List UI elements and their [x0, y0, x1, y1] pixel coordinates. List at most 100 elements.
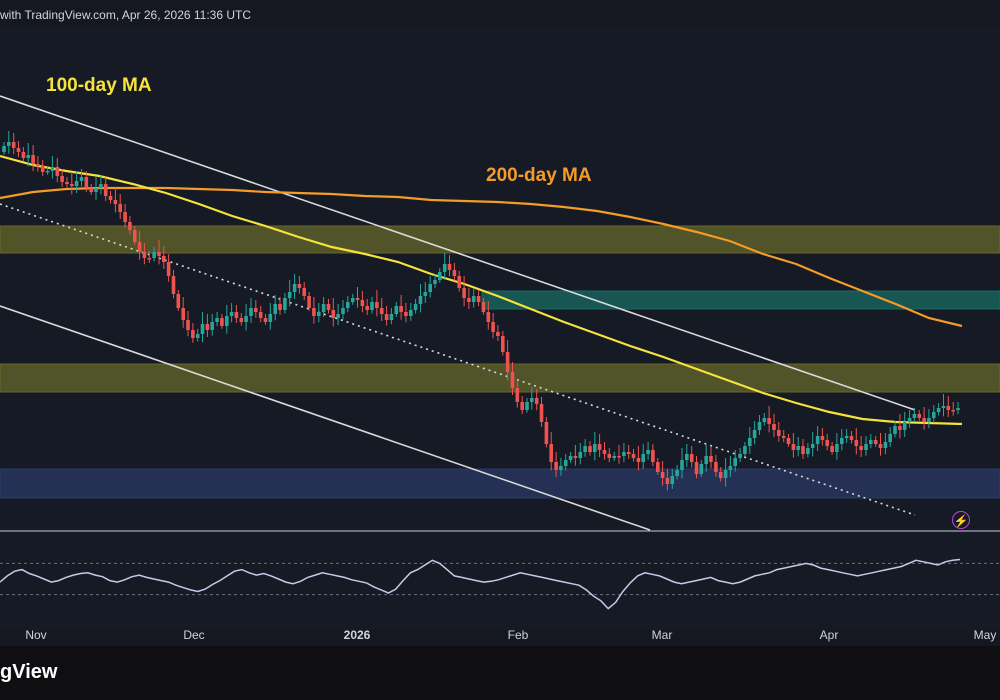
candle-body [133, 230, 137, 242]
candle-body [317, 312, 321, 316]
candle-body [438, 272, 442, 280]
candle-body [873, 440, 878, 444]
candle-body [162, 256, 166, 262]
candle-body [118, 204, 122, 212]
candle-body [370, 302, 374, 310]
candle-body [365, 306, 369, 310]
candle-body [292, 284, 297, 292]
candle-body [273, 304, 277, 314]
candle-body [883, 442, 888, 448]
candle-body [94, 188, 98, 192]
candle-body [113, 200, 118, 204]
candle-body [646, 450, 650, 454]
candle-body [801, 446, 805, 454]
candle-body [907, 418, 912, 422]
candle-body [491, 322, 495, 332]
candle-body [588, 446, 592, 452]
x-tick-label: Mar [651, 628, 673, 642]
candle-body [786, 438, 791, 444]
lightning-icon[interactable]: ⚡ [952, 511, 970, 529]
candle-body [341, 308, 345, 314]
candle-body [263, 318, 268, 322]
candle-body [312, 308, 316, 316]
candle-body [743, 446, 747, 454]
ma100-label: 100-day MA [46, 75, 152, 96]
current-resistance-zone [0, 363, 1000, 393]
candle-body [220, 318, 224, 326]
candle-body [956, 408, 960, 410]
candle-body [254, 308, 258, 312]
fvg-zone [481, 290, 1000, 310]
candle-body [481, 302, 486, 312]
ma200-line [0, 186, 963, 328]
candle-body [40, 166, 45, 172]
candle-body [898, 426, 902, 430]
candle-body [16, 148, 21, 152]
rsi-line [0, 558, 961, 610]
candle-body [45, 171, 50, 173]
ma200-label: 200-day MA [486, 165, 592, 186]
candle-body [651, 450, 655, 462]
candle-body [278, 304, 282, 310]
candle-body [399, 306, 403, 312]
candle-body [123, 212, 127, 222]
chart-canvas[interactable] [0, 26, 1000, 630]
candle-body [723, 470, 728, 478]
candle-body [283, 298, 287, 310]
x-tick-label: Dec [183, 628, 205, 642]
candle-body [738, 454, 742, 458]
support-zone [0, 468, 1000, 499]
candle-body [685, 454, 689, 460]
candle-body [258, 312, 263, 318]
candle-body [423, 292, 428, 296]
candle-body [777, 430, 781, 436]
candle-body [215, 318, 219, 322]
upper-resistance-zone [0, 225, 1000, 254]
candle-body [60, 176, 64, 182]
x-tick-label: Feb [507, 628, 529, 642]
candle-body [612, 456, 616, 458]
candle-body [946, 406, 951, 410]
x-tick-label: Apr [819, 628, 839, 642]
candle-body [166, 262, 171, 276]
price-chart[interactable]: 100-day MA 200-day MA ⚡ [0, 26, 1000, 630]
candle-body [152, 252, 156, 258]
candle-body [200, 324, 205, 334]
candle-body [452, 270, 457, 276]
candle-body [554, 462, 558, 470]
candle-body [307, 296, 311, 308]
candle-body [927, 418, 931, 422]
candle-body [665, 478, 670, 484]
candle-body [404, 312, 408, 316]
candle-body [733, 458, 737, 466]
candle-body [137, 242, 142, 252]
candle-body [510, 372, 515, 388]
candle-body [79, 177, 84, 181]
candle-body [593, 444, 597, 452]
candle-body [471, 296, 476, 302]
candle-body [181, 308, 185, 320]
channel-lower-line [0, 305, 651, 531]
candle-body [50, 167, 55, 171]
candle-body [186, 320, 190, 330]
x-tick-label: 2026 [343, 628, 371, 642]
candle-body [660, 472, 665, 478]
candle-body [849, 436, 854, 440]
candle-body [142, 252, 147, 258]
candle-body [922, 418, 926, 422]
candle-body [714, 462, 718, 472]
candle-body [418, 296, 423, 304]
candle-body [718, 472, 723, 478]
candle-body [689, 454, 694, 462]
candle-body [515, 388, 520, 402]
candle-body [496, 332, 500, 336]
candle-body [680, 460, 684, 470]
candle-body [602, 450, 607, 454]
candle-body [835, 444, 839, 452]
candle-body [384, 314, 389, 320]
candle-body [859, 446, 863, 450]
candle-body [762, 418, 767, 422]
ma100-line [0, 154, 963, 426]
candle-body [409, 310, 413, 316]
candle-body [670, 476, 675, 484]
